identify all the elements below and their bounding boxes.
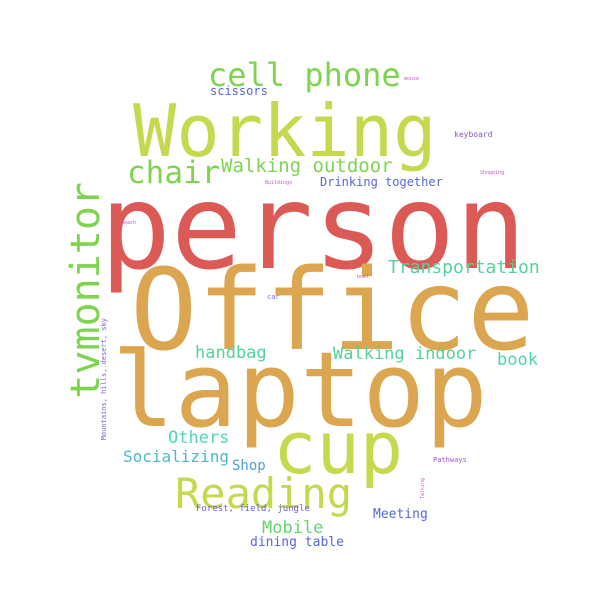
word-mobile: Mobile [262, 518, 324, 538]
word-bowl: bowl [357, 274, 370, 280]
word-handbag: handbag [195, 343, 267, 363]
word-walking-outdoor: Walking outdoor [221, 155, 393, 177]
word-shop: Shop [232, 458, 266, 474]
word-mouse: mouse [404, 76, 420, 82]
word-book: book [497, 350, 538, 370]
word-laptop: laptop [112, 329, 488, 451]
word-office: Office [130, 246, 535, 376]
word-mountains-hills-desert-sky: Mountains, hills, desert, sky [100, 318, 108, 441]
word-working: Working [133, 89, 437, 173]
word-buildings: Buildings [265, 180, 293, 186]
word-forest-field-jungle: Forest, field, jungle [196, 504, 310, 514]
word-cup: cup [273, 406, 404, 490]
word-dining-table: dining table [250, 535, 344, 550]
word-scissors: scissors [210, 84, 268, 98]
word-meeting: Meeting [373, 507, 428, 522]
word-talking: Talking [420, 478, 426, 500]
word-socializing: Socializing [123, 447, 229, 466]
word-others: Others [168, 428, 230, 448]
word-beach: Beach [121, 220, 137, 226]
word-drinking-together: Drinking together [320, 175, 443, 189]
word-transportation: Transportation [388, 257, 540, 278]
word-chair: chair [127, 155, 221, 191]
word-shopping: Shopping [480, 170, 505, 176]
word-car: car [267, 293, 280, 301]
word-keyboard: keyboard [454, 130, 493, 139]
word-person: person [100, 158, 527, 296]
word-walking-indoor: Walking indoor [333, 344, 477, 364]
word-pathways: Pathways [433, 456, 467, 464]
word-cell-phone: cell phone [208, 56, 401, 94]
word-reading: Reading [175, 469, 353, 518]
